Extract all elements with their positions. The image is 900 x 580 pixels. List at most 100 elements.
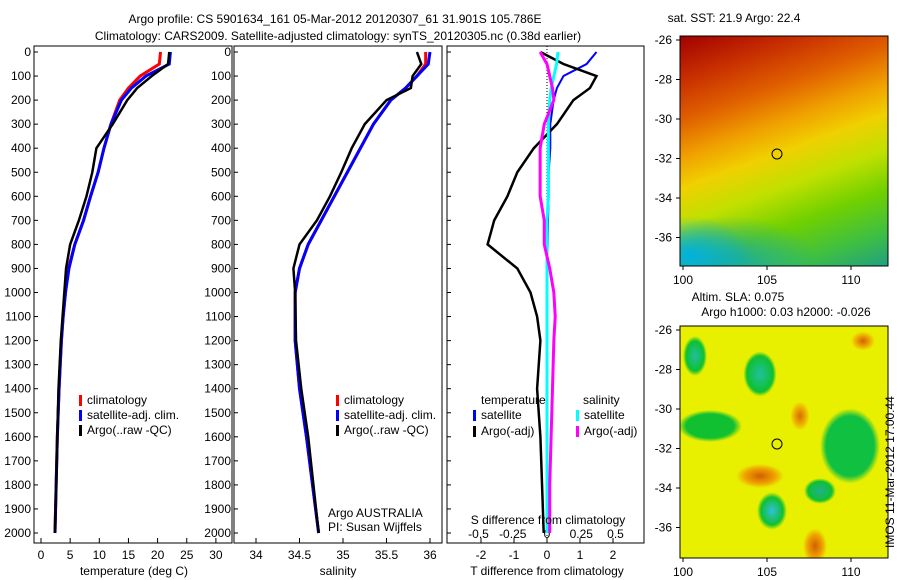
profile-line-t-argo-adj- xyxy=(486,50,599,534)
x-tick-label: -1 xyxy=(509,548,520,562)
legend-label: Argo(-adj) xyxy=(481,424,534,438)
temperature-panel: 0 5 10 15 20 25 300100200300400500600700800900… xyxy=(4,45,233,562)
s-tick-label: 0.25 xyxy=(570,527,594,541)
sla-map-axes: -26 -28 -30 -32 -34 -36 100 105 110 xyxy=(655,323,889,579)
depth-tick-label: 1400 xyxy=(4,382,31,396)
x-tick-label: 2 xyxy=(610,548,617,562)
profile-line-argo xyxy=(292,51,423,534)
lat-label: -34 xyxy=(655,191,673,205)
depth-tick-label: 1500 xyxy=(4,406,31,420)
title-line1: Argo profile: CS 5901634_161 05-Mar-2012… xyxy=(129,12,542,26)
x-tick-label: 0 xyxy=(544,548,551,562)
depth-tick-label: 300 xyxy=(211,117,231,131)
depth-tick-label: 400 xyxy=(211,141,231,155)
depth-tick-label: 1200 xyxy=(204,334,231,348)
temperature-xlabel: temperature (deg C) xyxy=(80,564,188,578)
footer-timestamp: IMOS 11-Mar-2012 17:00:44 xyxy=(883,396,897,548)
plot-frame xyxy=(33,45,233,544)
depth-tick-label: 700 xyxy=(11,213,31,227)
lat-label: -36 xyxy=(655,521,673,535)
depth-tick-label: 500 xyxy=(211,165,231,179)
depth-tick-label: 2000 xyxy=(4,526,31,540)
legend-salinity-title: salinity xyxy=(583,393,620,407)
argo-float-marker xyxy=(771,438,783,450)
sla-map-title-2: Argo h1000: 0.03 h2000: -0.026 xyxy=(701,305,871,319)
depth-tick-label: 900 xyxy=(11,261,31,275)
x-tick-label: 25 xyxy=(180,548,194,562)
depth-tick-label: 800 xyxy=(11,237,31,251)
x-tick-label: 30 xyxy=(209,548,223,562)
depth-tick-label: 200 xyxy=(211,93,231,107)
sst-map-title: sat. SST: 21.9 Argo: 22.4 xyxy=(668,11,801,25)
lon-label: 110 xyxy=(841,273,860,287)
s-tick-label: -0.5 xyxy=(468,527,489,541)
legend-swatch xyxy=(576,410,579,421)
argo-float-marker xyxy=(771,148,783,160)
x-tick-label: 34.5 xyxy=(288,548,312,562)
x-tick-label: 0 xyxy=(38,548,45,562)
s-tick-label: 0 xyxy=(544,527,551,541)
depth-tick-label: 1500 xyxy=(204,406,231,420)
depth-tick-label: 600 xyxy=(11,189,31,203)
lat-label: -36 xyxy=(655,231,673,245)
map-frame xyxy=(679,35,889,267)
legend-temperature-title: temperature xyxy=(481,393,546,407)
legend-label: satellite xyxy=(584,408,625,422)
legend-label: Argo(-adj) xyxy=(584,424,637,438)
lat-label: -32 xyxy=(655,442,673,456)
salinity-xlabel: salinity xyxy=(320,564,357,578)
lon-label: 100 xyxy=(673,273,693,287)
depth-tick-label: 1700 xyxy=(4,454,31,468)
legend-label: Argo(..raw -QC) xyxy=(344,423,429,437)
depth-tick-label: 1000 xyxy=(204,286,231,300)
depth-tick-label: 2000 xyxy=(204,526,231,540)
map-frame xyxy=(679,325,889,559)
depth-tick-label: 200 xyxy=(11,93,31,107)
x-tick-label: 20 xyxy=(151,548,165,562)
legend-label: climatology xyxy=(87,393,147,407)
legend-label: Argo(..raw -QC) xyxy=(87,423,172,437)
sla-map-title-1: Altim. SLA: 0.075 xyxy=(692,290,785,304)
sst-map-axes: -26 -28 -30 -32 -34 -36 100 105 110 xyxy=(655,33,889,287)
legend-label: satellite-adj. clim. xyxy=(87,408,179,422)
legend-swatch xyxy=(79,395,82,406)
x-tick-label: 1 xyxy=(577,548,584,562)
depth-tick-label: 800 xyxy=(211,237,231,251)
depth-tick-label: 600 xyxy=(211,189,231,203)
depth-tick-label: 1700 xyxy=(204,454,231,468)
lon-label: 105 xyxy=(757,565,777,579)
lat-label: -26 xyxy=(655,323,673,337)
depth-tick-label: 300 xyxy=(11,117,31,131)
x-tick-label: 35 xyxy=(336,548,350,562)
legend-swatch xyxy=(336,395,339,406)
difference-panel: -2 -1 0 1 2 -0.5 -0.25 0 0.25 0.5 satellite Argo(-a… xyxy=(446,45,645,562)
lat-label: -34 xyxy=(655,481,673,495)
argo-annotation-2: PI: Susan Wijffels xyxy=(328,520,422,534)
depth-tick-label: 1100 xyxy=(205,310,231,324)
depth-tick-label: 1300 xyxy=(204,358,231,372)
sst-map xyxy=(680,36,888,266)
depth-tick-label: 900 xyxy=(211,261,231,275)
tdiff-xlabel: T difference from climatology xyxy=(470,564,624,578)
depth-tick-label: 500 xyxy=(11,165,31,179)
profile-line-s-argo-adj- xyxy=(538,51,557,533)
lon-label: 110 xyxy=(841,565,860,579)
legend-swatch xyxy=(79,425,82,436)
depth-tick-label: 1000 xyxy=(4,286,31,300)
legend-swatch xyxy=(576,426,579,437)
depth-tick-label: 1600 xyxy=(204,430,231,444)
depth-tick-label: 1400 xyxy=(204,382,231,396)
legend-label: climatology xyxy=(344,393,404,407)
legend-swatch xyxy=(336,425,339,436)
lat-label: -30 xyxy=(655,402,673,416)
legend-label: satellite-adj. clim. xyxy=(344,408,436,422)
depth-tick-label: 0 xyxy=(224,45,231,59)
profile-line-argo xyxy=(53,51,171,534)
lon-label: 105 xyxy=(757,273,777,287)
x-tick-label: 15 xyxy=(122,548,136,562)
x-tick-label: -2 xyxy=(476,548,487,562)
legend-swatch xyxy=(336,410,339,421)
depth-tick-label: 100 xyxy=(211,69,231,83)
